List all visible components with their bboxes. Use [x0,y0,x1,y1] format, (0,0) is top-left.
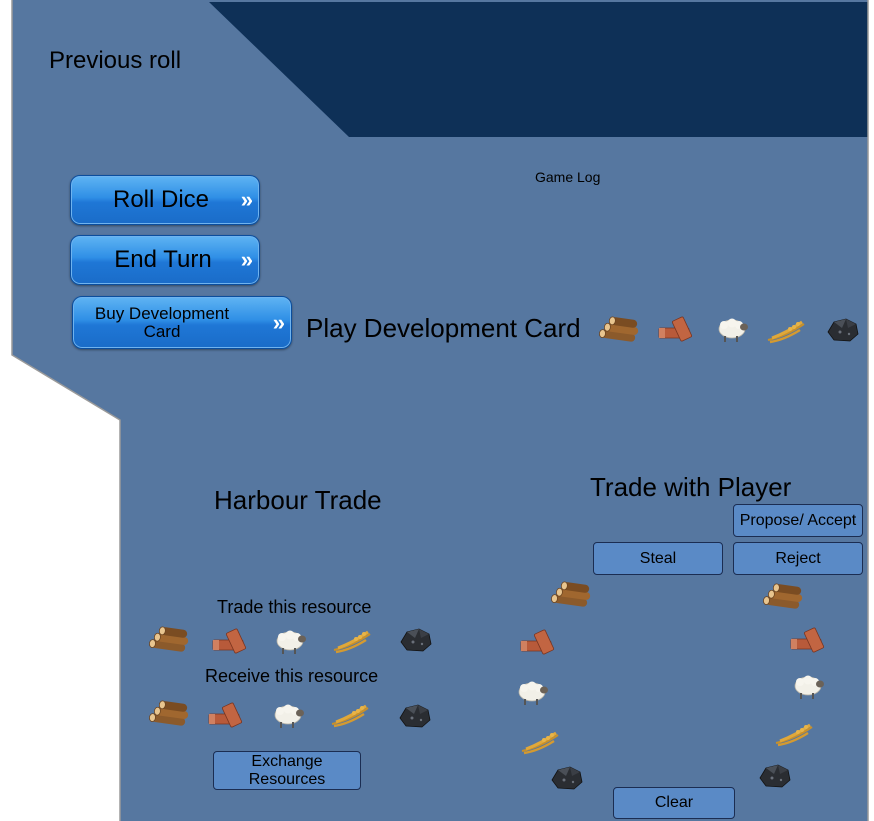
buy-development-card-label: Buy Development Card [94,303,230,341]
propose-accept-button[interactable]: Propose/ Accept [733,504,863,537]
offer-wool-icon[interactable] [510,677,554,707]
offer-lumber-icon[interactable] [550,581,594,611]
steal-button[interactable]: Steal [593,542,723,575]
chevron-right-icon: » [240,247,253,272]
receive-this-resource-label: Receive this resource [205,666,379,686]
grain-icon[interactable] [764,316,808,346]
end-turn-label: End Turn [114,246,212,274]
receive-wool-icon[interactable] [266,700,310,730]
offer-ore-icon[interactable] [544,762,588,792]
receive-lumber-icon[interactable] [148,700,192,730]
request-brick-icon[interactable] [788,625,832,655]
ore-icon[interactable] [820,314,864,344]
give-grain-icon[interactable] [330,626,374,656]
give-ore-icon[interactable] [393,624,437,654]
offer-brick-icon[interactable] [518,627,562,657]
clear-button[interactable]: Clear [613,787,735,819]
give-wool-icon[interactable] [268,626,312,656]
lumber-icon[interactable] [598,316,642,346]
dice-panel [209,2,868,137]
receive-ore-icon[interactable] [392,700,436,730]
brick-icon[interactable] [656,314,700,344]
give-lumber-icon[interactable] [148,626,192,656]
request-grain-icon[interactable] [772,719,816,749]
exchange-resources-button[interactable]: Exchange Resources [213,751,361,790]
trade-this-resource-label: Trade this resource [217,597,372,617]
reject-button[interactable]: Reject [733,542,863,575]
chevron-right-icon: » [272,309,285,335]
previous-roll-label: Previous roll [49,47,182,74]
offer-grain-icon[interactable] [518,727,562,757]
trade-with-player-title: Trade with Player [590,472,792,502]
roll-dice-button[interactable]: Roll Dice » [70,175,260,225]
game-log-title: Game Log [535,169,601,185]
wool-icon[interactable] [710,314,754,344]
play-development-card-title: Play Development Card [306,313,581,343]
buy-development-card-button[interactable]: Buy Development Card » [72,296,292,349]
roll-dice-label: Roll Dice [112,186,210,214]
chevron-right-icon: » [240,187,253,212]
give-brick-icon[interactable] [210,626,254,656]
request-ore-icon[interactable] [752,760,796,790]
receive-grain-icon[interactable] [328,700,372,730]
request-wool-icon[interactable] [786,671,830,701]
end-turn-button[interactable]: End Turn » [70,235,260,285]
receive-brick-icon[interactable] [206,700,250,730]
request-lumber-icon[interactable] [762,583,806,613]
harbour-trade-title: Harbour Trade [214,485,382,515]
